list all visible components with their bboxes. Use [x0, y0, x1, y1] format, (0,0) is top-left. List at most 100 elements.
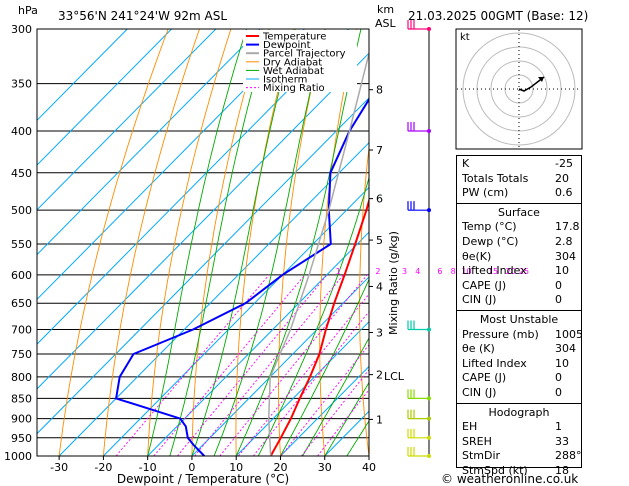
- legend-label: Mixing Ratio: [263, 83, 325, 94]
- series-point: [280, 437, 282, 439]
- isotherm-line: [103, 186, 369, 456]
- wind-barb: [407, 447, 431, 458]
- wet-adiabat-line: [191, 29, 296, 456]
- mixing-ratio-label: 10: [461, 267, 471, 276]
- stat-value: 10: [555, 264, 569, 278]
- pressure-tick-label: 1000: [4, 450, 32, 463]
- series-point: [185, 425, 187, 427]
- stat-row: Temp (°C) 17.8: [457, 220, 581, 234]
- mixing-ratio-label: 1: [336, 267, 341, 276]
- series-point: [325, 328, 327, 331]
- wind-barb: [407, 409, 431, 421]
- pressure-tick-label: 850: [11, 392, 32, 405]
- mixing-ratio-label: 25: [519, 267, 529, 276]
- datetime-label: 21.03.2025 00GMT (Base: 12): [408, 9, 588, 23]
- stat-separator: [457, 202, 581, 204]
- wind-barb: [407, 428, 431, 440]
- stat-row: K -25: [457, 157, 581, 171]
- stat-value: 304: [555, 342, 576, 356]
- stat-row: StmDir 288°: [457, 449, 582, 463]
- x-tick-label: 20: [273, 461, 287, 474]
- stat-section-title: Surface: [498, 205, 540, 219]
- series-point: [193, 444, 195, 446]
- series-point: [268, 418, 270, 420]
- pressure-tick-label: 550: [11, 238, 32, 251]
- stat-key: CAPE (J): [462, 371, 507, 385]
- copyright: © weatheronline.co.uk: [441, 472, 578, 486]
- isotherm-line: [37, 29, 128, 122]
- stat-value: 20: [555, 171, 569, 185]
- mixing-ratio-label: 2: [375, 267, 380, 276]
- mixing-ratio-line: [219, 274, 368, 456]
- stat-value: 0: [555, 386, 562, 399]
- stat-key: CIN (J): [462, 386, 497, 399]
- stat-value: 1: [555, 420, 562, 434]
- stat-separator: [457, 310, 581, 311]
- km-tick-label: 2: [376, 369, 383, 382]
- dry-adiabat-line: [607, 29, 629, 456]
- dry-adiabat-line: [235, 29, 295, 456]
- series-point: [348, 130, 351, 132]
- wind-barb: [407, 122, 431, 134]
- series-point: [328, 209, 330, 211]
- legend-label: Parcel Trajectory: [263, 49, 346, 60]
- stat-row: Totals Totals 20: [457, 172, 581, 186]
- dry-adiabat-line: [278, 29, 326, 456]
- x-tick-label: 30: [318, 461, 332, 474]
- stat-value: 0: [555, 371, 562, 385]
- series-point: [119, 376, 121, 378]
- mixing-ratio-line: [301, 368, 369, 456]
- isotherm-line: [191, 276, 369, 456]
- stat-key: Pressure (mb): [462, 327, 539, 341]
- stat-row: Lifted Index 10: [457, 264, 581, 278]
- stat-key: CIN (J): [462, 293, 497, 307]
- stat-key: PW (cm): [462, 186, 509, 200]
- lcl-label: LCL: [384, 370, 405, 383]
- dry-adiabat-line: [398, 29, 419, 456]
- stat-row: StmSpd (kt) 18: [457, 464, 581, 478]
- pressure-tick-label: 600: [11, 269, 32, 282]
- isotherm-line: [280, 365, 369, 456]
- x-tick-label: -30: [50, 461, 68, 474]
- isotherm-line: [37, 97, 369, 435]
- mixing-ratio-line: [280, 344, 369, 456]
- stat-value: 1005: [555, 327, 583, 341]
- km-tick-label: 4: [376, 280, 383, 293]
- series-line-parcel-trajectory: [267, 50, 369, 456]
- stat-section-title: Hodograph: [488, 405, 550, 419]
- wind-barb: [407, 389, 431, 401]
- pressure-tick-label: 300: [11, 23, 32, 36]
- stat-row: CIN (J) 0: [457, 386, 581, 400]
- stat-row: θe (K) 304: [457, 342, 581, 356]
- dry-adiabat-line: [147, 29, 232, 456]
- stat-row: PW (cm) 0.6: [457, 186, 581, 200]
- stat-row: Dewp (°C) 2.8: [457, 235, 581, 249]
- stat-key: EH: [462, 420, 478, 434]
- wind-barb: [407, 201, 431, 213]
- series-point: [318, 353, 320, 355]
- dry-adiabat-line: [575, 29, 629, 456]
- dry-adiabat-line: [436, 29, 458, 456]
- location-label: 33°56'N 241°24'W 92m ASL: [58, 9, 227, 23]
- pressure-tick-label: 950: [11, 432, 32, 445]
- stat-value: 0: [555, 278, 562, 292]
- stat-key: CAPE (J): [462, 278, 507, 292]
- series-point: [309, 376, 311, 378]
- series-point: [365, 209, 367, 211]
- dry-adiabat-line: [359, 144, 369, 456]
- stat-key: Dewp (°C): [462, 235, 519, 248]
- series-point: [398, 83, 399, 84]
- stat-key: K: [462, 157, 470, 170]
- wet-adiabat-line: [302, 336, 369, 456]
- mixing-ratio-label: 6: [437, 267, 442, 276]
- legend-label: Dewpoint: [263, 40, 311, 51]
- legend-box: [243, 30, 357, 92]
- x-tick-label: -20: [94, 461, 112, 474]
- km-tick-label: 8: [376, 84, 383, 97]
- mixing-ratio-label: 4: [415, 267, 420, 276]
- y-axis-title-right: Mixing Ratio (g/kg): [387, 231, 400, 335]
- legend-label: Temperature: [262, 32, 326, 43]
- hodograph: kt: [455, 28, 583, 150]
- stat-key: θe(K): [462, 249, 492, 263]
- stat-row: Pressure (mb) 1005: [457, 327, 583, 342]
